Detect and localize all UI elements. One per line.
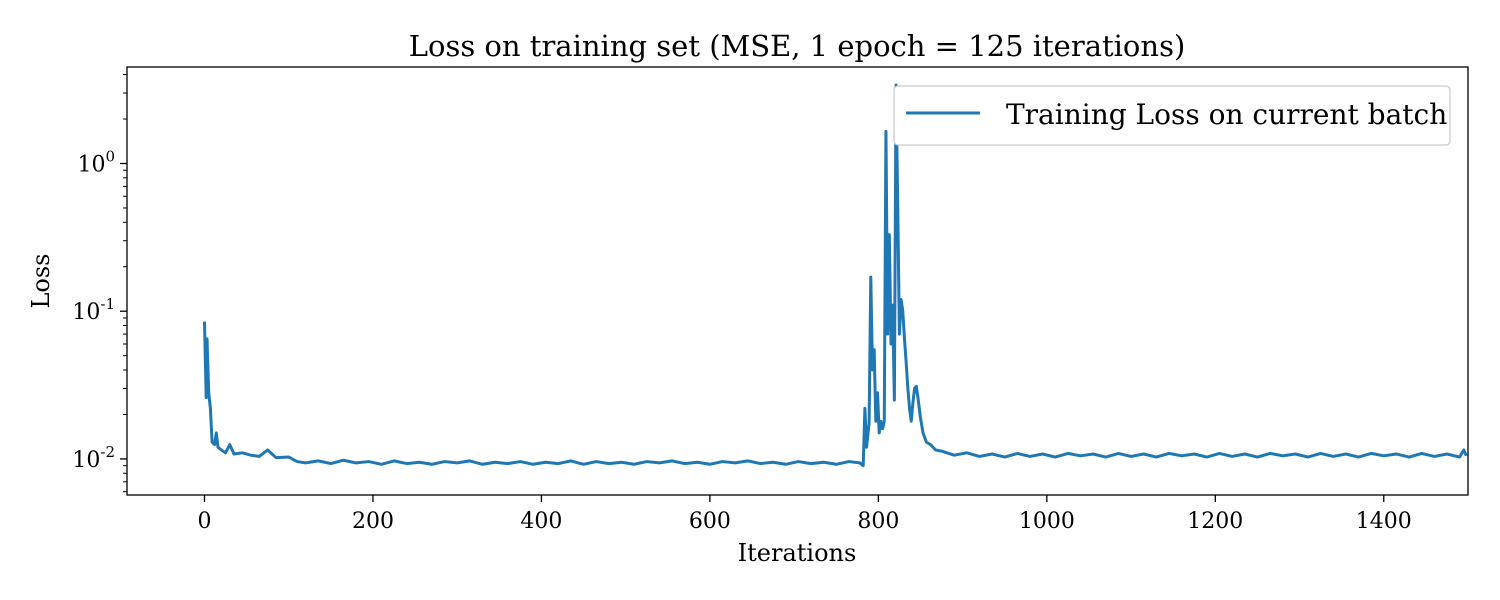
y-axis-label: Loss <box>27 253 55 308</box>
y-tick-label: 10-1 <box>72 295 115 325</box>
x-axis-label: Iterations <box>738 539 857 567</box>
x-tick-label: 1000 <box>1019 509 1075 534</box>
x-axis-ticks: 0 200 400 600 800 1000 1200 1400 <box>197 495 1412 534</box>
legend-box <box>893 85 1451 146</box>
axes-frame <box>126 66 1469 496</box>
x-tick-label: 600 <box>689 509 731 534</box>
x-tick-label: 1200 <box>1187 509 1243 534</box>
x-tick-label: 400 <box>520 509 562 534</box>
chart-title: Loss on training set (MSE, 1 epoch = 125… <box>409 29 1186 63</box>
x-tick-label: 0 <box>197 509 211 534</box>
legend-label: Training Loss on current batch <box>1006 98 1447 131</box>
plot-area <box>126 66 1469 496</box>
x-tick-label: 200 <box>352 509 394 534</box>
series-line-0 <box>202 83 1468 468</box>
x-tick-label: 1400 <box>1356 509 1412 534</box>
y-axis-ticks: 100 10-1 10-2 <box>72 74 127 493</box>
x-tick-label: 800 <box>857 509 899 534</box>
legend: Training Loss on current batch <box>893 85 1451 146</box>
y-tick-label: 10-2 <box>72 443 115 473</box>
data-layer <box>202 83 1468 468</box>
y-tick-label: 100 <box>77 147 115 177</box>
